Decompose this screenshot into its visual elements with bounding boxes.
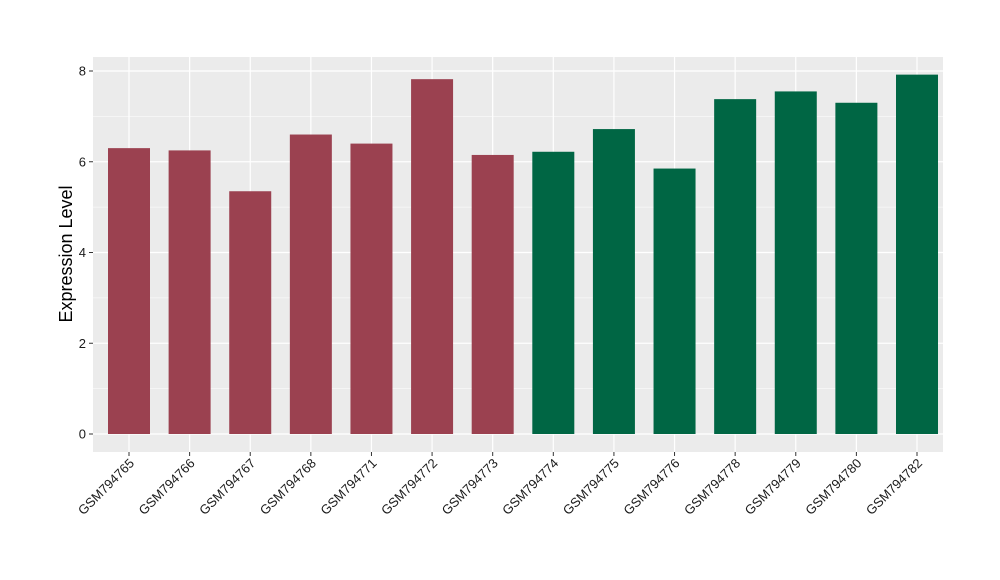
bar-GSM794771 — [350, 143, 393, 434]
x-tick-label: GSM794778 — [681, 456, 743, 518]
bar-GSM794773 — [471, 154, 514, 434]
bar-GSM794765 — [108, 148, 150, 434]
bar-GSM794774 — [532, 151, 575, 434]
x-tick-label: GSM794774 — [499, 456, 561, 518]
x-tick-label: GSM794765 — [75, 456, 137, 518]
y-axis: 0 2 4 6 8 — [79, 64, 93, 442]
bar-GSM794779 — [774, 91, 817, 434]
y-tick-label: 8 — [79, 64, 86, 79]
y-tick-label: 4 — [79, 245, 86, 260]
bar-GSM794775 — [592, 129, 635, 434]
x-tick-label: GSM794767 — [196, 456, 258, 518]
x-tick-label: GSM794776 — [620, 456, 682, 518]
bar-GSM794766 — [168, 150, 211, 434]
y-tick-label: 0 — [79, 427, 86, 442]
y-tick-label: 2 — [79, 336, 86, 351]
bar-GSM794778 — [714, 99, 757, 434]
y-axis-title: Expression Level — [56, 185, 76, 322]
x-tick-label: GSM794766 — [136, 456, 198, 518]
x-tick-label: GSM794773 — [439, 456, 501, 518]
bar-GSM794782 — [896, 74, 938, 434]
x-axis: GSM794765GSM794766GSM794767GSM794768GSM7… — [75, 452, 925, 518]
x-tick-label: GSM794771 — [317, 456, 379, 518]
bars — [108, 74, 938, 434]
bar-GSM794768 — [289, 134, 332, 434]
y-tick-label: 6 — [79, 154, 86, 169]
x-tick-label: GSM794782 — [863, 456, 925, 518]
bar-GSM794780 — [835, 102, 878, 434]
x-tick-label: GSM794768 — [257, 456, 319, 518]
bar-GSM794772 — [411, 79, 454, 434]
x-tick-label: GSM794772 — [378, 456, 440, 518]
bar-GSM794767 — [229, 191, 272, 434]
x-tick-label: GSM794779 — [742, 456, 804, 518]
x-tick-label: GSM794775 — [560, 456, 622, 518]
bar-GSM794776 — [653, 168, 696, 434]
x-tick-label: GSM794780 — [802, 456, 864, 518]
